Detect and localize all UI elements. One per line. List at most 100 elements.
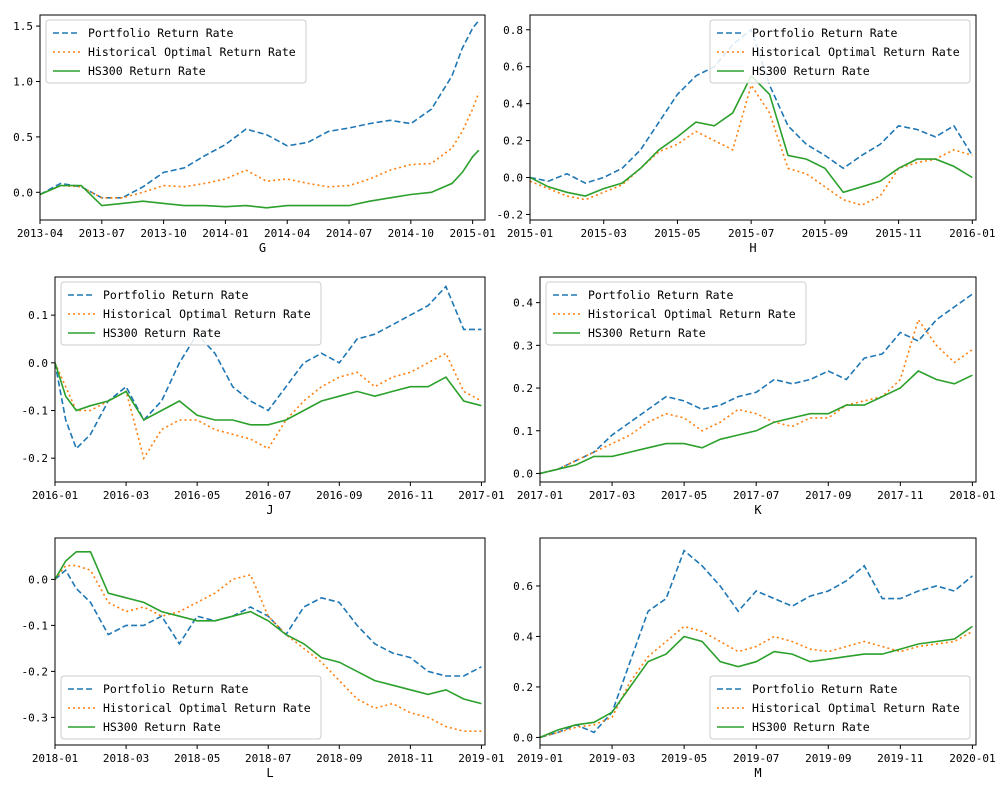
axes-frame [539,276,977,483]
y-tick-label: 0.4 [513,630,533,643]
y-tick-label: 0.4 [503,98,523,111]
y-tick-label: 0.4 [513,297,533,310]
legend: Portfolio Return Rate Historical Optimal … [60,675,322,740]
x-tick-label: 2017-05 [661,489,707,502]
subplot-m: 2019-01 2019-03 2019-05 2019-07 2019-09 2019-… [513,537,996,780]
axes-frame [39,14,486,221]
series-line-hs300-return-rate [55,550,482,705]
x-tick-label: 2018-01 [949,489,995,502]
x-tick-label: 2019-11 [877,752,923,765]
axes-frame [54,276,486,483]
series-line-hs300-return-rate [55,362,482,426]
y-tick-label: 0.3 [513,339,533,352]
y-tick-label: 0.0 [28,357,48,370]
axes-frame [529,14,977,221]
y-tick-label: 0.0 [28,573,48,586]
axes-frame [539,537,977,746]
legend-label: Historical Optimal Return Rate [103,307,311,321]
legend: Portfolio Return Rate Historical Optimal … [709,19,971,84]
series-line-portfolio-return-rate [40,20,480,199]
x-tick-label: 2020-01 [949,752,995,765]
x-tick-label: 2016-01 [32,489,78,502]
x-tick-label: 2017-01 [517,489,563,502]
legend-label: Portfolio Return Rate [752,682,897,696]
x-tick-label: 2018-07 [245,752,291,765]
x-tick-label: 2017-03 [589,489,635,502]
y-tick-label: 0.8 [503,24,523,37]
x-tick-label: 2016-05 [174,489,220,502]
x-tick-label: 2018-01 [32,752,78,765]
legend-label: HS300 Return Rate [103,720,221,734]
x-tick-label: 2014-07 [326,227,372,240]
legend-box [709,675,971,740]
x-tick-label: 2018-11 [387,752,433,765]
x-tick-label: 2015-05 [654,227,700,240]
x-tick-label: 2017-11 [877,489,923,502]
subplot-h: 2015-01 2015-03 2015-05 2015-07 2015-09 2015-… [497,14,995,255]
y-tick-label: 0.0 [513,731,533,744]
x-tick-label: 2017-07 [733,489,779,502]
x-tick-label: 2017-01 [458,489,504,502]
legend-label: Historical Optimal Return Rate [588,307,796,321]
x-tick-label: 2014-10 [388,227,434,240]
series-line-hs300-return-rate [40,149,480,209]
series-line-historical-optimal-return-rate [55,352,482,461]
legend-label: Historical Optimal Return Rate [103,701,311,715]
y-tick-label: 0.2 [513,681,533,694]
x-tick-label: 2016-09 [316,489,362,502]
x-tick-label: 2018-05 [174,752,220,765]
legend-label: Portfolio Return Rate [752,26,897,40]
x-tick-label: 2014-01 [202,227,248,240]
legend: Portfolio Return Rate Historical Optimal … [545,281,807,346]
subplot-j: 2016-01 2016-03 2016-05 2016-07 2016-09 2016-… [22,276,505,517]
series-line-hs300-return-rate [540,370,973,475]
y-tick-label: 0.0 [13,186,33,199]
legend-label: Historical Optimal Return Rate [752,701,960,715]
series-line-historical-optimal-return-rate [540,625,973,739]
x-tick-label: 2015-01 [449,227,495,240]
y-tick-label: 1.5 [13,20,33,33]
x-tick-label: 2018-09 [316,752,362,765]
series-line-portfolio-return-rate [55,285,482,451]
x-tick-label: 2015-11 [875,227,921,240]
x-axis-label: H [749,241,756,255]
y-tick-label: 0.2 [513,382,533,395]
legend-label: HS300 Return Rate [752,720,870,734]
legend-label: HS300 Return Rate [88,64,206,78]
legend-box [709,19,971,84]
x-axis-label: L [266,766,273,780]
legend-label: Portfolio Return Rate [103,682,248,696]
legend-box [60,281,322,346]
x-axis-label: G [259,241,266,255]
legend-label: HS300 Return Rate [588,326,706,340]
x-tick-label: 2018-03 [103,752,149,765]
y-tick-label: -0.3 [22,711,49,724]
x-axis-label: M [754,766,761,780]
y-tick-label: -0.1 [22,404,49,417]
legend: Portfolio Return Rate Historical Optimal … [60,281,322,346]
x-tick-label: 2016-01 [949,227,995,240]
y-tick-label: -0.1 [22,619,49,632]
x-tick-label: 2019-09 [805,752,851,765]
series-line-historical-optimal-return-rate [540,317,973,475]
y-tick-label: 1.0 [13,75,33,88]
y-tick-label: 0.0 [513,467,533,480]
axes-frame [54,537,486,746]
subplot-k: 2017-01 2017-03 2017-05 2017-07 2017-09 2017-… [513,276,996,517]
y-tick-label: -0.2 [22,665,49,678]
legend-label: Historical Optimal Return Rate [752,45,960,59]
legend: Portfolio Return Rate Historical Optimal … [709,675,971,740]
legend-box [545,281,807,346]
series-line-historical-optimal-return-rate [530,83,973,207]
y-tick-label: -0.2 [497,208,524,221]
x-tick-label: 2015-03 [581,227,627,240]
x-tick-label: 2019-07 [733,752,779,765]
x-tick-label: 2013-10 [140,227,186,240]
y-tick-label: 0.1 [28,309,48,322]
legend-box [45,19,307,84]
legend-label: Portfolio Return Rate [88,26,233,40]
y-tick-label: -0.2 [22,452,49,465]
legend-box [60,675,322,740]
x-tick-label: 2019-01 [458,752,504,765]
